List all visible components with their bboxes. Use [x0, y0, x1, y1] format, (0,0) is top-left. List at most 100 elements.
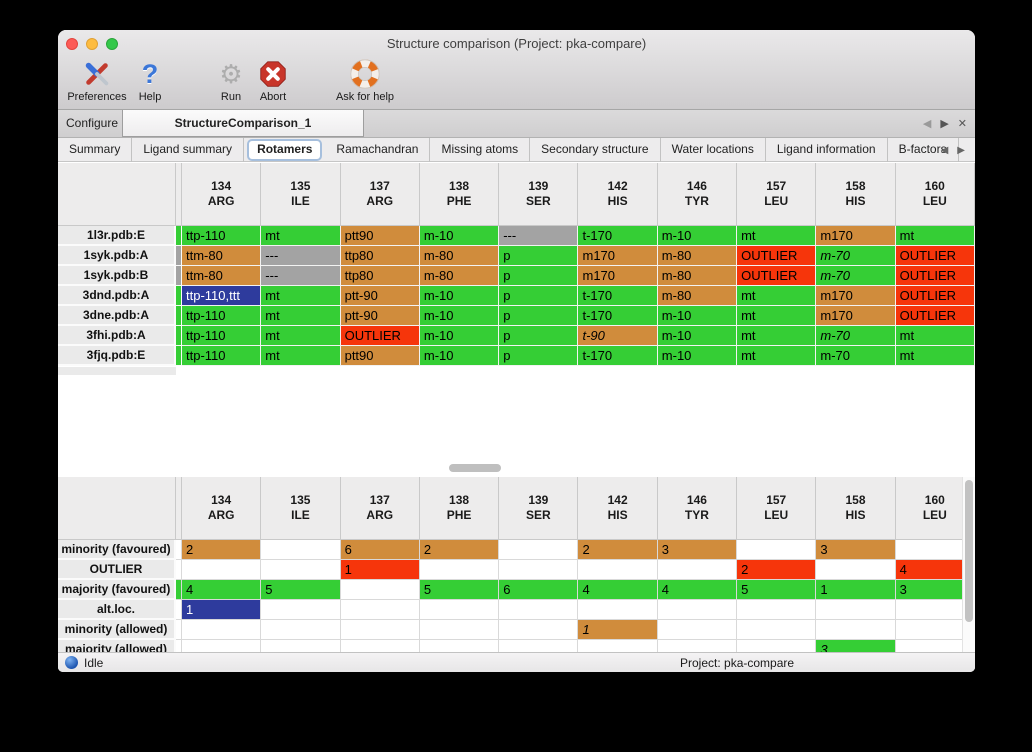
rotamer-cell-134[interactable]: ttp-110: [182, 346, 262, 366]
rotamer-cell-135[interactable]: ---: [261, 266, 341, 286]
column-header-160[interactable]: 160 LEU: [895, 163, 975, 226]
rotamer-cell-146[interactable]: m-80: [657, 286, 738, 306]
count-cell-146[interactable]: 3: [657, 540, 738, 560]
rotamer-cell-138[interactable]: m-10: [419, 306, 500, 326]
rotamer-cell-158[interactable]: m170: [816, 286, 896, 306]
rotamer-cell-134[interactable]: ttp-110: [182, 226, 262, 246]
rotamer-cell-138[interactable]: m-80: [419, 246, 500, 266]
rotamer-cell-138[interactable]: m-10: [419, 226, 500, 246]
count-cell-139[interactable]: [499, 620, 579, 640]
count-cell-142[interactable]: 4: [578, 580, 658, 600]
subtab-ramachandran[interactable]: Ramachandran: [325, 137, 431, 162]
rotamer-cell-157[interactable]: mt: [737, 326, 817, 346]
row-label[interactable]: 1l3r.pdb:E: [58, 226, 176, 246]
row-label[interactable]: majority (favoured): [58, 580, 176, 600]
count-cell-158[interactable]: [816, 600, 896, 620]
tab-prev-icon[interactable]: ◀: [922, 118, 932, 130]
count-cell-137[interactable]: 1: [340, 560, 420, 580]
column-header-160[interactable]: 160 LEU: [895, 477, 975, 540]
count-cell-134[interactable]: 2: [182, 540, 262, 560]
rotamer-cell-139[interactable]: p: [499, 246, 579, 266]
rotamer-cell-160[interactable]: mt: [895, 226, 975, 246]
count-cell-138[interactable]: 5: [419, 580, 500, 600]
row-label[interactable]: alt.loc.: [58, 600, 176, 620]
subtab-water-locations[interactable]: Water locations: [661, 137, 766, 162]
count-cell-142[interactable]: 2: [578, 540, 658, 560]
ask-for-help-button[interactable]: Ask for help: [325, 58, 405, 108]
rotamer-cell-135[interactable]: mt: [261, 346, 341, 366]
rotamer-cell-142[interactable]: t-170: [578, 226, 658, 246]
rotamer-cell-157[interactable]: OUTLIER: [737, 266, 817, 286]
column-header-158[interactable]: 158 HIS: [816, 163, 896, 226]
row-label[interactable]: 3dnd.pdb:A: [58, 286, 176, 306]
tab-next-icon[interactable]: ▶: [940, 118, 949, 130]
count-cell-158[interactable]: [816, 620, 896, 640]
rotamer-cell-137[interactable]: ttp80: [340, 266, 420, 286]
count-cell-138[interactable]: [419, 620, 500, 640]
close-window-button[interactable]: [66, 38, 78, 50]
rotamer-cell-142[interactable]: t-90: [578, 326, 658, 346]
rotamer-cell-139[interactable]: p: [499, 286, 579, 306]
count-cell-157[interactable]: 5: [737, 580, 817, 600]
rotamer-cell-139[interactable]: p: [499, 306, 579, 326]
rotamer-cell-137[interactable]: ptt-90: [340, 306, 420, 326]
rotamer-cell-142[interactable]: t-170: [578, 306, 658, 326]
rotamer-cell-157[interactable]: mt: [737, 346, 817, 366]
count-cell-142[interactable]: 1: [578, 620, 658, 640]
column-header-142[interactable]: 142 HIS: [578, 163, 658, 226]
rotamer-cell-137[interactable]: ttp80: [340, 246, 420, 266]
rotamer-cell-135[interactable]: mt: [261, 286, 341, 306]
rotamer-cell-158[interactable]: m-70: [816, 246, 896, 266]
rotamer-cell-142[interactable]: m170: [578, 246, 658, 266]
subtab-summary[interactable]: Summary: [58, 137, 133, 162]
count-cell-139[interactable]: 6: [499, 580, 579, 600]
rotamer-cell-139[interactable]: p: [499, 346, 579, 366]
row-label[interactable]: minority (allowed): [58, 620, 176, 640]
rotamer-cell-146[interactable]: m-10: [657, 326, 738, 346]
rotamer-cell-158[interactable]: m-70: [816, 266, 896, 286]
row-label[interactable]: 3fhi.pdb:A: [58, 326, 176, 346]
count-cell-134[interactable]: 4: [182, 580, 262, 600]
rotamer-cell-134[interactable]: ttm-80: [182, 266, 262, 286]
count-cell-146[interactable]: [657, 560, 738, 580]
row-label[interactable]: minority (favoured): [58, 540, 176, 560]
rotamer-cell-146[interactable]: m-10: [657, 306, 738, 326]
subtab-prev-icon[interactable]: ◀: [940, 144, 949, 156]
rotamer-cell-137[interactable]: ptt90: [340, 226, 420, 246]
count-cell-137[interactable]: [340, 600, 420, 620]
subtab-next-icon[interactable]: ▶: [957, 144, 965, 156]
count-cell-138[interactable]: [419, 560, 500, 580]
row-label[interactable]: OUTLIER: [58, 560, 176, 580]
tab-close-icon[interactable]: ✕: [957, 118, 967, 130]
count-cell-146[interactable]: [657, 600, 738, 620]
run-button[interactable]: ⚙ Run: [209, 58, 253, 108]
row-label[interactable]: 3dne.pdb:A: [58, 306, 176, 326]
count-cell-139[interactable]: [499, 560, 579, 580]
rotamer-cell-158[interactable]: m170: [816, 306, 896, 326]
rotamer-cell-157[interactable]: OUTLIER: [737, 246, 817, 266]
rotamer-cell-142[interactable]: t-170: [578, 286, 658, 306]
count-cell-158[interactable]: [816, 560, 896, 580]
rotamer-cell-158[interactable]: m-70: [816, 326, 896, 346]
count-cell-135[interactable]: [261, 620, 341, 640]
rotamer-cell-146[interactable]: m-10: [657, 226, 738, 246]
count-cell-158[interactable]: 3: [816, 540, 896, 560]
count-cell-138[interactable]: 2: [419, 540, 500, 560]
rotamer-cell-138[interactable]: m-80: [419, 266, 500, 286]
count-cell-146[interactable]: 4: [657, 580, 738, 600]
count-cell-135[interactable]: [261, 600, 341, 620]
column-header-158[interactable]: 158 HIS: [816, 477, 896, 540]
count-cell-157[interactable]: 2: [737, 560, 817, 580]
abort-button[interactable]: Abort: [251, 58, 295, 108]
subtab-b-factors[interactable]: B-factors: [888, 137, 959, 162]
rotamer-cell-160[interactable]: OUTLIER: [895, 286, 975, 306]
minimize-window-button[interactable]: [86, 38, 98, 50]
count-cell-135[interactable]: [261, 560, 341, 580]
tab-configure[interactable]: Configure: [65, 116, 119, 130]
column-header-135[interactable]: 135 ILE: [261, 163, 341, 226]
count-cell-142[interactable]: [578, 560, 658, 580]
count-cell-134[interactable]: 1: [182, 600, 262, 620]
rotamer-cell-158[interactable]: m-70: [816, 346, 896, 366]
count-cell-157[interactable]: [737, 540, 817, 560]
rotamer-cell-157[interactable]: mt: [737, 306, 817, 326]
